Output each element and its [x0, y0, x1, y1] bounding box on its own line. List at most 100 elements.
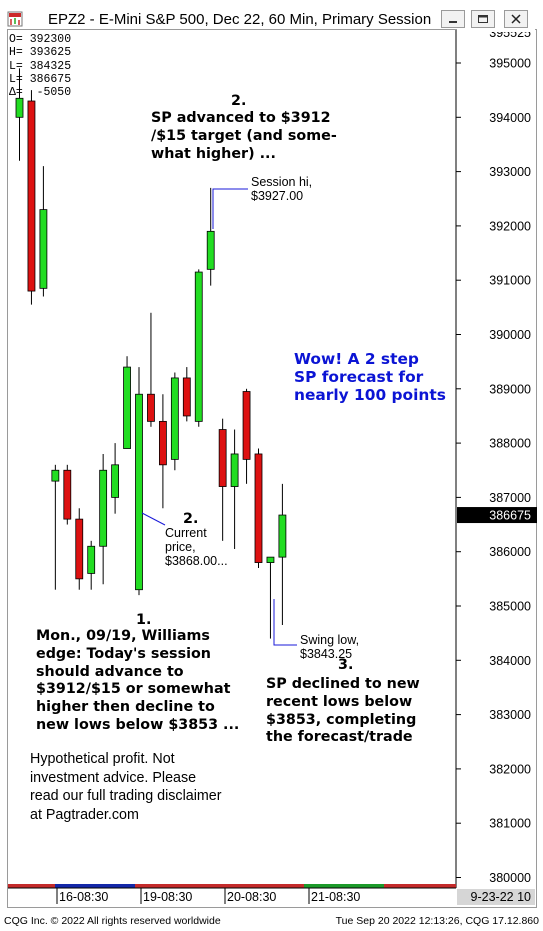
candle-body: [206, 230, 215, 270]
candle-body: [15, 97, 24, 118]
candle-body: [194, 271, 203, 422]
candle-body: [75, 518, 84, 580]
candle: [242, 388, 251, 484]
annotation-swing-low: Swing low, $3843.25: [300, 633, 360, 661]
candle-body: [87, 545, 96, 574]
candle-body: [51, 469, 60, 482]
candle-body: [135, 393, 143, 591]
candle: [230, 429, 239, 549]
candle-body: [147, 393, 155, 422]
footer-timestamp: Tue Sep 20 2022 12:13:26, CQG 17.12.860: [335, 915, 539, 927]
y-tick-label: 385000: [489, 600, 531, 614]
annotation-sp-advanced: SP advanced to $3912 /$15 target (and so…: [151, 110, 337, 162]
restore-button[interactable]: [471, 10, 495, 28]
candle-body: [63, 469, 72, 520]
candle: [266, 556, 275, 639]
window-title: EPZ2 - E-Mini S&P 500, Dec 22, 60 Min, P…: [48, 11, 432, 28]
candle-body: [254, 453, 263, 563]
session-bar-green: [304, 884, 384, 888]
close-button[interactable]: [504, 10, 528, 28]
ohlc-readout: O= 392300 H= 393625 L= 384325 L= 386675 Δ= -…: [9, 33, 71, 99]
date-label: 9-23-22 10: [471, 890, 532, 904]
candle-body: [111, 464, 119, 498]
ohlc-high: H= 393625: [9, 46, 72, 60]
candle: [278, 483, 287, 626]
y-tick-label: 382000: [489, 762, 531, 776]
candle-body: [218, 429, 227, 487]
candle: [158, 394, 167, 509]
footer-copyright: CQG Inc. © 2022 All rights reserved worl…: [4, 915, 221, 927]
candle-body: [158, 420, 167, 466]
annotation-step-2-mid-number: 2.: [183, 511, 199, 527]
last-price-label: 386675: [489, 509, 531, 523]
swing-low-leader: [273, 599, 297, 646]
candle: [206, 187, 215, 286]
annotation-sp-declined: SP declined to new recent lows below $38…: [266, 676, 420, 746]
restore-icon: [478, 15, 488, 23]
candle-body: [27, 100, 36, 292]
annotation-step-1-number: 1.: [136, 612, 152, 628]
date-label-box: [457, 889, 535, 905]
y-tick-label: 389000: [489, 382, 531, 396]
disclaimer: Hypothetical profit. Not investment advi…: [30, 751, 222, 823]
x-tick-label: 20-08:30: [227, 890, 276, 904]
candle-body: [39, 209, 48, 289]
annotation-current-price: Current price, $3868.00...: [165, 526, 228, 568]
candle: [75, 508, 84, 590]
ohlc-last: L= 386675: [9, 72, 72, 86]
y-tick-label: 394000: [489, 111, 531, 125]
y-tick-label: 392000: [489, 219, 531, 233]
candle: [39, 166, 48, 297]
candle-body: [182, 377, 191, 417]
current-price-leader: [141, 512, 166, 526]
candle: [182, 367, 191, 422]
y-tick-label: 390000: [489, 328, 531, 342]
candle: [15, 68, 24, 161]
y-tick-label: 387000: [489, 491, 531, 505]
candle: [27, 90, 36, 305]
candle: [254, 448, 263, 568]
annotation-wow-forecast: Wow! A 2 step SP forecast for nearly 100…: [294, 350, 446, 405]
candle-body: [170, 377, 179, 460]
chart-frame: [7, 29, 537, 908]
candle-body: [230, 453, 239, 487]
annotation-step-2-top-number: 2.: [231, 93, 247, 109]
minimize-button[interactable]: [441, 10, 465, 28]
y-tick-label: 388000: [489, 437, 531, 451]
session-bar-red: [8, 884, 456, 888]
candle: [135, 367, 143, 596]
y-tick-label: 386000: [489, 545, 531, 559]
candle-body: [278, 514, 287, 558]
candle: [218, 418, 227, 541]
last-price-box: [457, 507, 537, 524]
y-tick-label: 381000: [489, 817, 531, 831]
candle-body: [99, 469, 108, 547]
app-icon: [7, 11, 23, 27]
candle: [147, 312, 155, 427]
ohlc-delta: Δ= -5050: [9, 86, 72, 100]
annotation-session-hi: Session hi, $3927.00: [251, 175, 313, 203]
close-icon: [511, 14, 521, 24]
candle: [111, 443, 119, 514]
y-tick-label: 391000: [489, 274, 531, 288]
x-tick-label: 16-08:30: [59, 890, 108, 904]
y-tick-label: 383000: [489, 708, 531, 722]
x-tick-label: 19-08:30: [143, 890, 192, 904]
ohlc-open: O= 392300: [9, 33, 72, 46]
candle-body: [123, 366, 131, 449]
session-bar-blue: [55, 884, 135, 888]
annotation-monday-forecast: Mon., 09/19, Williams edge: Today's sess…: [36, 628, 240, 733]
candle: [63, 464, 72, 525]
candle: [87, 540, 96, 590]
candle: [123, 356, 131, 449]
session-hi-leader: [212, 188, 248, 229]
y-top-mask: [457, 28, 535, 32]
candle: [194, 269, 203, 427]
y-tick-label: 395000: [489, 57, 531, 71]
candle-body: [266, 556, 275, 563]
candle: [51, 464, 60, 590]
candle-body: [242, 391, 251, 460]
candle: [99, 453, 108, 585]
y-tick-label: 384000: [489, 654, 531, 668]
